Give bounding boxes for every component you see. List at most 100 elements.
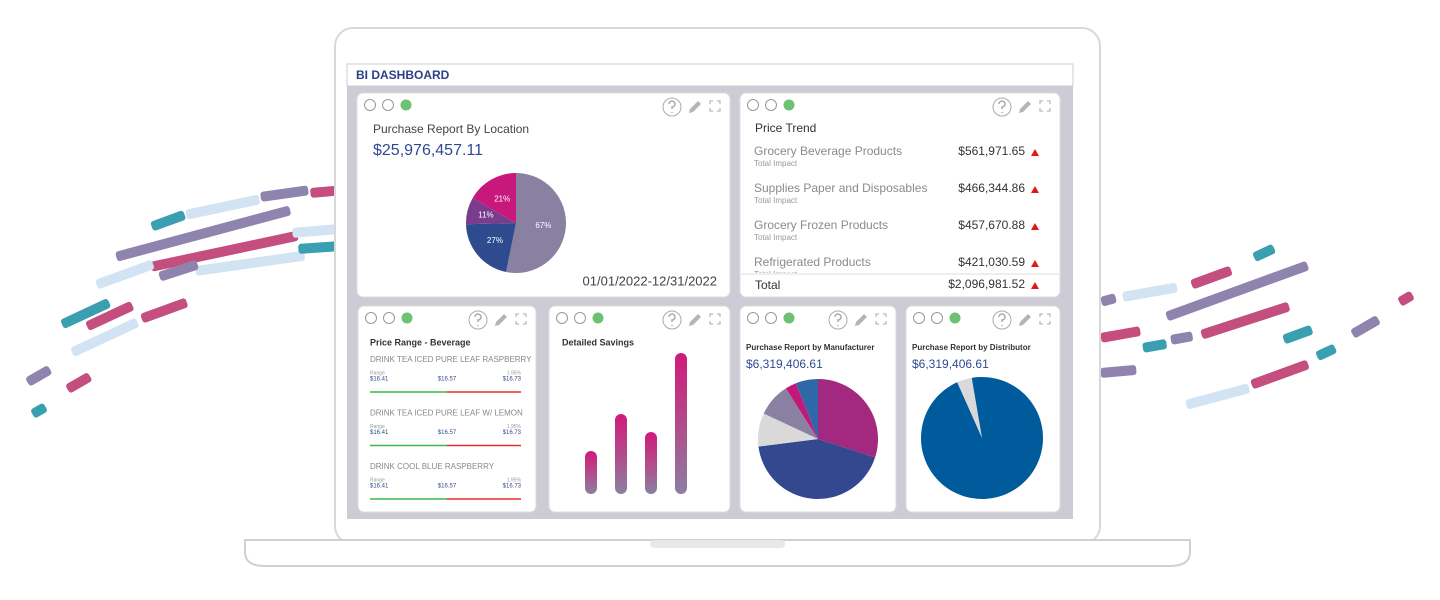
window-dot[interactable] (556, 312, 568, 324)
expand-icon[interactable] (1039, 100, 1051, 112)
window-dot[interactable] (783, 312, 795, 324)
bar (585, 451, 597, 494)
widget (357, 305, 537, 513)
high: $16.73 (503, 484, 522, 490)
edit-icon[interactable] (689, 101, 701, 113)
up-arrow (1031, 260, 1039, 267)
window-dot[interactable] (913, 312, 925, 324)
high: $16.73 (503, 377, 522, 383)
pie-slice (472, 173, 516, 223)
range-list: DRINK TEA ICED PURE LEAF RASPBERRY Range 1… (370, 355, 532, 500)
stripe (1165, 261, 1309, 321)
stripe (60, 299, 111, 329)
stripe (66, 373, 92, 393)
window-dot[interactable] (365, 312, 377, 324)
slice-label: 27% (487, 236, 503, 245)
stripe (185, 194, 260, 220)
stripe (1252, 244, 1276, 262)
window-dot[interactable] (747, 312, 759, 324)
pie-slice (920, 377, 1043, 499)
stripe (1200, 302, 1290, 339)
widget-title: Price Trend (755, 121, 816, 135)
item-name: DRINK COOL BLUE RASPBERRY (370, 462, 495, 471)
widget-title: Price Range - Beverage (370, 337, 471, 347)
edit-icon[interactable] (1019, 314, 1031, 326)
expand-icon[interactable] (709, 100, 721, 112)
stripe (1170, 331, 1193, 345)
expand-icon[interactable] (875, 313, 887, 325)
bar (645, 432, 657, 494)
stripe (1351, 316, 1380, 338)
low: $16.41 (370, 377, 389, 383)
window-dot[interactable] (931, 312, 943, 324)
expand-icon[interactable] (1039, 313, 1051, 325)
help-icon[interactable] (662, 310, 682, 330)
edit-icon[interactable] (689, 314, 701, 326)
amount: $6,319,406.61 (746, 357, 823, 371)
help-icon[interactable] (992, 310, 1012, 330)
slice-label: 21% (494, 194, 510, 203)
stripe (1185, 383, 1250, 409)
expand-icon[interactable] (515, 313, 527, 325)
stripe (1122, 282, 1178, 302)
item-name: Refrigerated Products (754, 255, 871, 269)
window-dot[interactable] (382, 99, 394, 111)
laptop-notch (650, 540, 785, 548)
stripe (150, 210, 186, 231)
stripe (195, 251, 305, 276)
window-dot[interactable] (401, 312, 413, 324)
amount: $25,976,457.11 (373, 142, 483, 159)
help-icon[interactable] (992, 97, 1012, 117)
window-dot[interactable] (364, 99, 376, 111)
pie-slice (465, 198, 516, 225)
stripe (1190, 266, 1233, 289)
window-dot[interactable] (574, 312, 586, 324)
low: $16.41 (370, 430, 389, 436)
bar (615, 414, 627, 494)
low: $16.41 (370, 484, 389, 490)
edit-icon[interactable] (1019, 101, 1031, 113)
edit-icon[interactable] (495, 314, 507, 326)
stripe (1315, 344, 1337, 361)
amount: $6,319,406.61 (912, 357, 989, 371)
help-icon[interactable] (468, 310, 488, 330)
help-icon[interactable] (828, 310, 848, 330)
item-value: $561,971.65 (958, 144, 1025, 158)
range-label: Range (370, 477, 385, 483)
stripe (140, 298, 188, 323)
mid: $16.57 (438, 484, 457, 490)
help-icon[interactable] (662, 97, 682, 117)
window-dot[interactable] (765, 312, 777, 324)
pie-slice (758, 413, 818, 447)
widget-title: Purchase Report by Manufacturer (746, 343, 874, 352)
window-dot[interactable] (383, 312, 395, 324)
slice-label: 67% (535, 221, 551, 230)
help-glyph (668, 100, 676, 113)
stripe (310, 185, 339, 198)
up-arrow (1031, 149, 1039, 156)
change: 1.95% (507, 370, 522, 376)
pie-slice (795, 379, 818, 439)
help-glyph (998, 313, 1006, 326)
total-label: Total (755, 278, 780, 292)
window-dot[interactable] (400, 99, 412, 111)
content: Purchase Report By Location $25,976,457.… (370, 121, 1059, 500)
window-dot[interactable] (747, 99, 759, 111)
stripe (298, 241, 339, 254)
edit-icon[interactable] (855, 314, 867, 326)
item-note: Total Impact (754, 270, 798, 279)
pie-slice (506, 173, 566, 273)
window-dot[interactable] (949, 312, 961, 324)
stripe (26, 366, 52, 386)
window-dot[interactable] (783, 99, 795, 111)
pie-slice (785, 383, 818, 439)
window-dot[interactable] (592, 312, 604, 324)
window-dot[interactable] (765, 99, 777, 111)
date-range: 01/01/2022-12/31/2022 (583, 273, 717, 288)
expand-icon[interactable] (709, 313, 721, 325)
stripe (85, 301, 134, 331)
up-arrow (1031, 282, 1039, 289)
